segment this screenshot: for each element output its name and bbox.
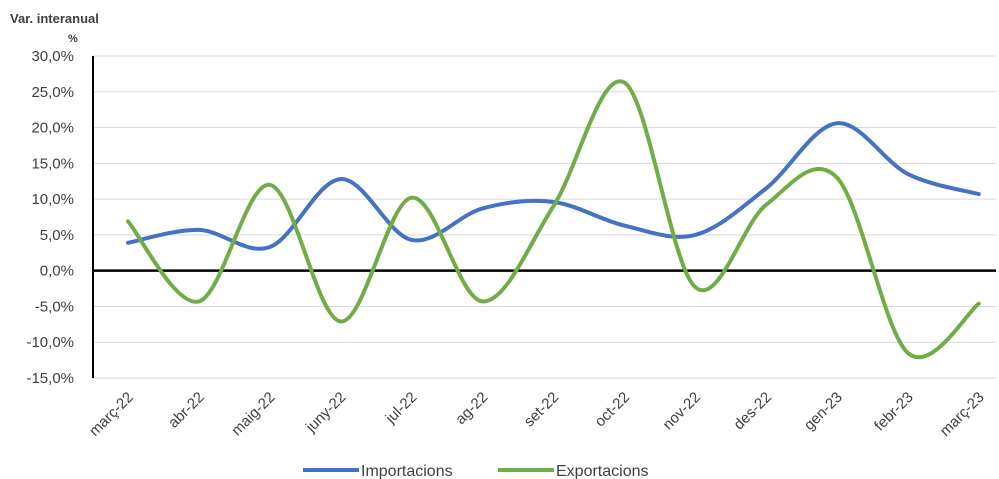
x-tick-label: des-22: [730, 389, 774, 433]
y-tick-label: 10,0%: [31, 191, 74, 208]
series-line-importacions: [126, 121, 981, 251]
y-tick-label: -10,0%: [26, 334, 74, 351]
y-tick-label: 30,0%: [31, 48, 74, 65]
x-tick-label: febr-23: [871, 389, 917, 435]
y-tick-label: 0,0%: [40, 263, 74, 280]
x-tick-label: set-22: [521, 389, 563, 431]
x-tick-label: jul-22: [382, 389, 421, 428]
y-axis-ticks: -15,0% -10,0% -5,0% 0,0% 5,0% 10,0% 15,0% 20,0%…: [26, 48, 74, 387]
y-tick-label: -5,0%: [35, 298, 74, 315]
x-tick-label: nov-22: [660, 389, 704, 433]
y-axis-title: Var. interanual: [10, 11, 99, 26]
y-tick-label: 25,0%: [31, 84, 74, 101]
y-tick-label: -15,0%: [26, 370, 74, 387]
y-tick-label: 20,0%: [31, 120, 74, 137]
series-line-exportacions: [126, 79, 981, 359]
x-tick-label: juny-22: [302, 389, 350, 437]
x-tick-label: oct-22: [592, 389, 634, 431]
x-tick-label: març-23: [937, 389, 988, 440]
x-tick-label: abr-22: [165, 389, 208, 432]
legend-label: Exportacions: [556, 463, 649, 479]
y-tick-label: 5,0%: [40, 227, 74, 244]
legend: Importacions Exportacions: [303, 463, 649, 479]
x-tick-label: març-22: [86, 389, 137, 440]
y-axis-unit: %: [68, 33, 78, 45]
x-axis-ticks: març-22 abr-22 maig-22 juny-22 jul-22 ag-22 se…: [86, 389, 988, 440]
legend-label: Importacions: [361, 463, 453, 479]
x-tick-label: maig-22: [228, 389, 278, 439]
series-lines: [126, 79, 981, 359]
x-tick-label: gen-23: [801, 389, 846, 434]
y-tick-label: 15,0%: [31, 155, 74, 172]
gridlines: [93, 55, 996, 379]
x-tick-label: ag-22: [452, 389, 491, 428]
